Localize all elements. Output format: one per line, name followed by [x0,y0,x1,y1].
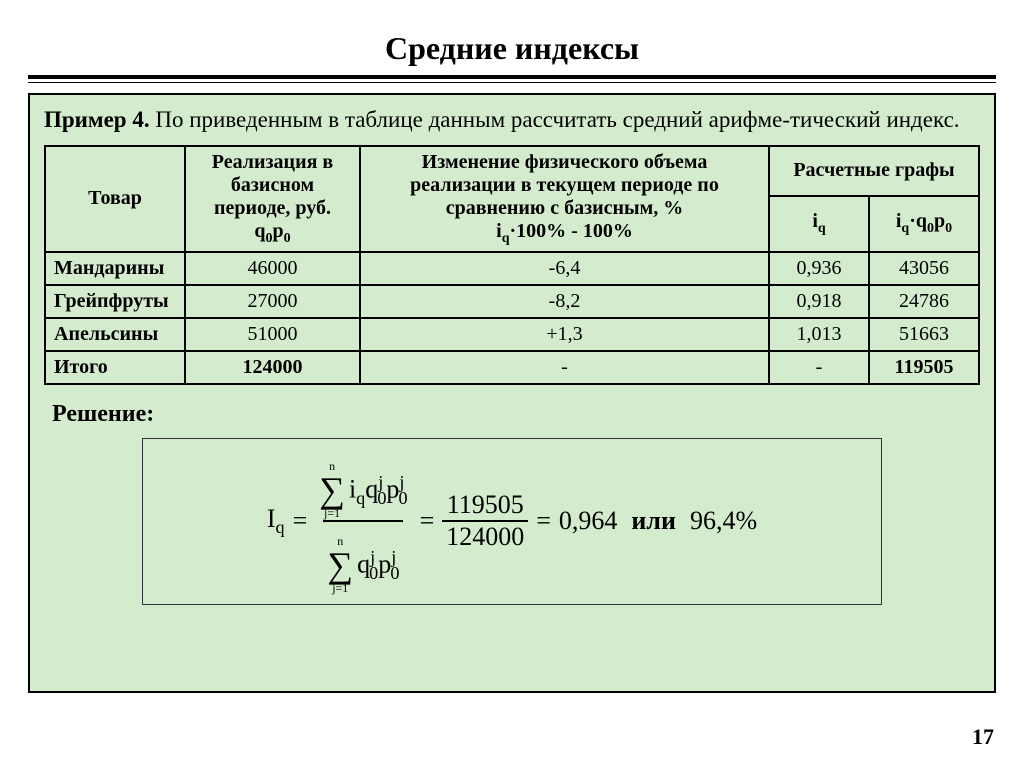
example-text: По приведенным в таблице данным рассчита… [150,107,960,132]
sigma-icon: n ∑ j=1 [327,536,353,594]
cell-iqq0p0: 51663 [869,318,979,351]
th-base-period: Реализация в базисном периоде, руб. q0p0 [185,146,360,252]
formula-lhs: Iq [267,504,285,538]
solution-label: Решение: [52,401,980,428]
table-row-total: Итого 124000 - - 119505 [45,351,979,384]
cell-iq: 1,013 [769,318,869,351]
cell-name: Мандарины [45,252,185,285]
formula-result: 0,964 [559,506,618,536]
sigma-icon: n ∑ j=1 [319,461,345,519]
table-row: Апельсины 51000 +1,3 1,013 51663 [45,318,979,351]
th-change: Изменение физического объема реализации … [360,146,769,252]
equals-2: = [420,506,435,536]
th-product: Товар [45,146,185,252]
table-row: Мандарины 46000 -6,4 0,936 43056 [45,252,979,285]
th-base-formula: q0p0 [254,220,290,242]
slide-title: Средние индексы [28,30,996,67]
equals-3: = [536,506,551,536]
page-number: 17 [972,724,994,750]
th-iqq0p0: iq·q0p0 [869,196,979,252]
formula-or: или [631,506,676,536]
cell-q0p0: 46000 [185,252,360,285]
cell-iq: 0,918 [769,285,869,318]
cell-name: Грейпфруты [45,285,185,318]
th-change-formula: iq·100% - 100% [496,220,633,242]
formula-box: Iq = n ∑ j=1 iqqj0pj0 [142,438,882,605]
cell-q0p0: 27000 [185,285,360,318]
th-base-text: Реализация в базисном периоде, руб. [212,151,333,219]
rule-thick [28,75,996,79]
equals-1: = [293,506,308,536]
th-calc: Расчетные графы [769,146,979,196]
th-iq: iq [769,196,869,252]
cell-iqq0p0: 24786 [869,285,979,318]
cell-iq: 0,936 [769,252,869,285]
th-change-text: Изменение физического объема реализации … [410,151,719,219]
table-row: Грейпфруты 27000 -8,2 0,918 24786 [45,285,979,318]
cell-change: -6,4 [360,252,769,285]
example-label: Пример 4. [44,107,150,132]
formula-numeric-fraction: 119505 124000 [442,492,528,550]
cell-q0p0: 51000 [185,318,360,351]
cell-q0p0: 124000 [185,351,360,384]
rule-thin [28,82,996,83]
formula-percent: 96,4% [690,506,757,536]
cell-name: Итого [45,351,185,384]
cell-iqq0p0: 119505 [869,351,979,384]
example-prompt: Пример 4. По приведенным в таблице данны… [44,105,980,135]
formula-main-fraction: n ∑ j=1 iqqj0pj0 n ∑ j=1 [315,449,411,594]
cell-iq: - [769,351,869,384]
cell-change: - [360,351,769,384]
cell-change: +1,3 [360,318,769,351]
cell-change: -8,2 [360,285,769,318]
data-table: Товар Реализация в базисном периоде, руб… [44,145,980,385]
content-panel: Пример 4. По приведенным в таблице данны… [28,93,996,693]
cell-name: Апельсины [45,318,185,351]
cell-iqq0p0: 43056 [869,252,979,285]
